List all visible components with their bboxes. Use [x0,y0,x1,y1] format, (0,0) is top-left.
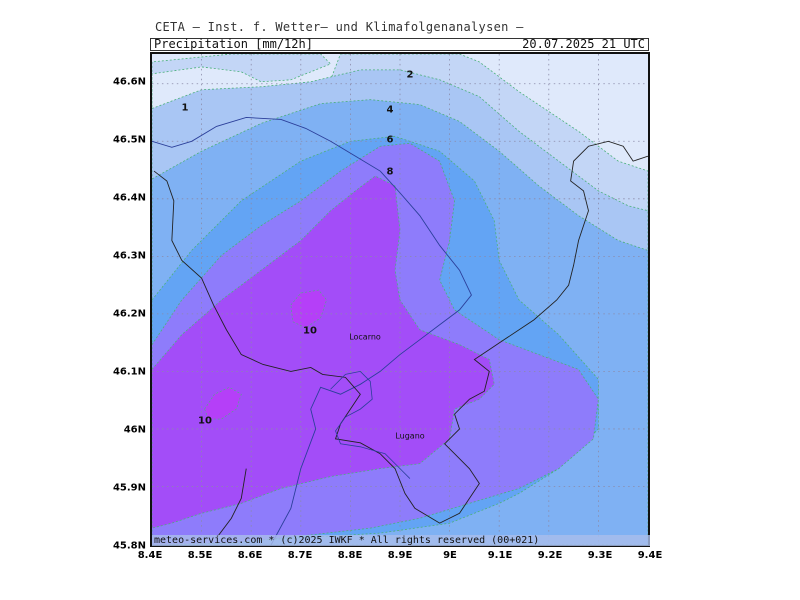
lon-tick-label: 8.5E [187,550,213,561]
copyright-footer: meteo-services.com * (c)2025 IWKF * All … [152,535,650,546]
lat-tick-label: 45.8N [112,540,146,552]
contour-value-label: 6 [386,134,394,146]
parameter-label: Precipitation [mm/12h] [154,37,313,51]
precip-peak-1 [290,289,327,329]
lon-tick-label: 8.9E [387,550,413,561]
lon-tick-label: 9.2E [537,550,563,561]
precipitation-map: 1 2 4 6 8 10 10 Locarno Lugano [150,52,650,547]
lon-tick-label: 9.3E [587,550,613,561]
lat-tick-label: 46.1N [112,366,146,378]
lon-tick-label: 9.1E [487,550,513,561]
lat-tick-label: 46.6N [112,76,146,88]
contour-value-label: 10 [303,325,317,337]
lat-tick-label: 46.3N [112,250,146,262]
canton-boundary [152,117,472,545]
country-border [153,140,648,524]
lat-lon-grid [152,54,648,545]
lon-tick-label: 8.4E [137,550,163,561]
chart-header-bar: Precipitation [mm/12h] 20.07.2025 21 UTC [150,37,649,51]
lon-tick-label: 9E [443,550,457,561]
chart-header-title: CETA — Inst. f. Wetter— und Klimafolgena… [155,20,524,34]
precip-peak-2 [204,386,242,420]
lat-tick-label: 46.5N [112,134,146,146]
lat-tick-label: 46.2N [112,308,146,320]
lat-tick-label: 46N [123,424,146,436]
contour-value-label: 8 [386,166,394,178]
country-border-south [216,468,247,539]
contour-value-label: 10 [198,415,212,427]
lon-tick-label: 8.6E [237,550,263,561]
precip-band-10plus [152,175,495,529]
contour-value-label: 1 [181,102,189,114]
contour-value-label: 4 [386,104,394,116]
lon-tick-label: 8.7E [287,550,313,561]
contour-value-label: 2 [406,69,414,81]
valid-time-label: 20.07.2025 21 UTC [522,37,645,51]
lake-outline [330,370,411,479]
lon-tick-label: 9.4E [637,550,663,561]
lon-tick-label: 8.8E [337,550,363,561]
place-name-label: Lugano [395,431,425,441]
place-name-label: Locarno [349,332,381,342]
map-canvas [152,54,648,545]
lat-tick-label: 45.9N [112,482,146,494]
lat-tick-label: 46.4N [112,192,146,204]
